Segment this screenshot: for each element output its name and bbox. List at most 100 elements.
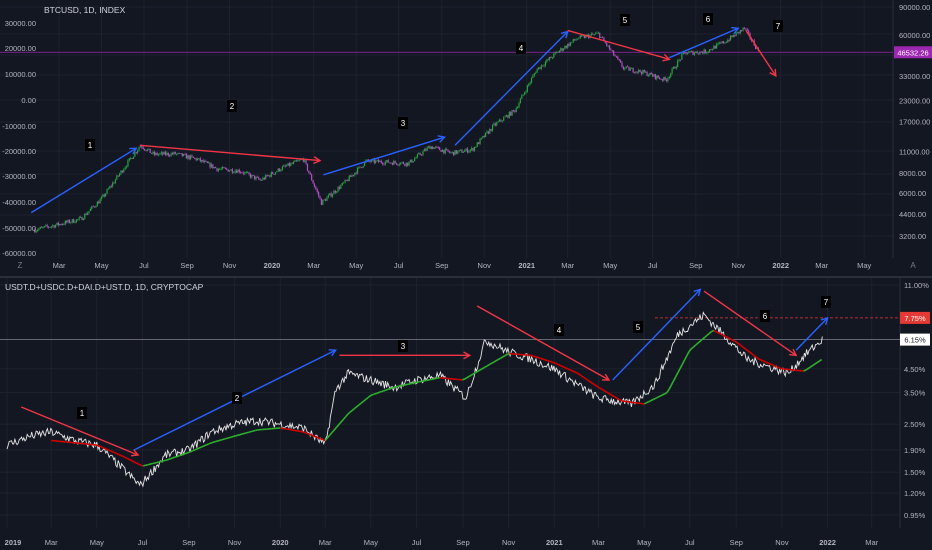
btc-right-tick-label: 23000.00 <box>899 97 930 106</box>
btc-candle-body <box>265 175 267 180</box>
btc-candle-body <box>661 79 663 81</box>
dominance-x-tick-label: Mar <box>865 538 878 547</box>
btc-candle-body <box>734 35 736 37</box>
dominance-wave-arrow[interactable] <box>703 290 797 356</box>
btc-candle-body <box>142 147 144 149</box>
moving-average-segment <box>583 376 587 380</box>
btc-candle-body <box>742 27 744 31</box>
moving-average-segment <box>753 354 757 358</box>
btc-candle-body <box>522 94 524 96</box>
btc-candle-body <box>440 150 442 152</box>
btc-candle-body <box>397 164 399 166</box>
btc-candle-body <box>102 194 104 198</box>
btc-candle-body <box>132 156 135 159</box>
btc-wave-arrow[interactable] <box>30 147 137 214</box>
btc-candle-body <box>510 112 512 116</box>
moving-average-segment <box>560 365 564 368</box>
btc-candle-body <box>258 177 260 180</box>
moving-average-segment <box>688 348 692 353</box>
btc-candle-body <box>593 34 595 36</box>
btc-candle-body <box>206 161 208 164</box>
btc-wave-arrow[interactable] <box>745 30 777 77</box>
moving-average-segment <box>587 379 591 383</box>
btc-candle-body <box>500 119 502 122</box>
dominance-wave-label: 7 <box>824 298 829 307</box>
dominance-wave-arrow[interactable] <box>476 305 610 381</box>
btc-candle-body <box>88 210 90 213</box>
btc-wave-arrow[interactable] <box>567 29 670 60</box>
btc-time-axis: Mar May Jul Sep Nov 2020 Mar May Jul Sep Nov 2021 Ma… <box>53 261 872 270</box>
btc-candle-body <box>564 46 566 49</box>
btc-axis-corner-left[interactable]: Z <box>18 261 23 270</box>
btc-candle-body <box>64 220 66 225</box>
dominance-grid <box>0 278 900 528</box>
dominance-wave-arrow[interactable] <box>20 406 139 456</box>
btc-wave-arrow[interactable] <box>669 27 739 59</box>
btc-candle-body <box>302 159 304 162</box>
btc-candle-body <box>297 160 299 162</box>
moving-average-segment <box>161 460 164 463</box>
btc-candle-body <box>212 164 214 169</box>
btc-candle-body <box>78 217 80 220</box>
dominance-wave-arrow[interactable] <box>612 288 701 381</box>
btc-candle-body <box>326 197 328 201</box>
btc-candle-body <box>625 66 627 68</box>
btc-candle-body <box>539 67 541 69</box>
btc-candle-body <box>281 166 284 171</box>
moving-average-segment <box>351 408 355 412</box>
btc-axis-corner-right[interactable]: A <box>910 261 916 270</box>
btc-candle-body <box>138 147 140 151</box>
moving-average-segment <box>131 460 135 463</box>
moving-average-segment <box>302 431 306 434</box>
moving-average-segment <box>304 431 308 435</box>
btc-candle-body <box>639 69 641 73</box>
moving-average-segment <box>607 392 611 396</box>
btc-candle-body <box>387 160 389 163</box>
btc-wave-arrow-head <box>313 156 322 165</box>
moving-average-segment <box>190 450 193 453</box>
btc-candle-body <box>647 75 650 77</box>
btc-candle-body <box>709 49 711 52</box>
moving-average-segment <box>250 430 254 433</box>
moving-average-segment <box>111 450 115 454</box>
btc-candle-body <box>489 128 491 134</box>
btc-candle-body <box>75 219 78 223</box>
btc-wave-arrow[interactable] <box>454 30 569 146</box>
moving-average-segment <box>383 389 387 392</box>
btc-candle-body <box>695 51 697 53</box>
moving-average-segment <box>598 387 602 390</box>
moving-average-segment <box>616 397 620 401</box>
btc-candle-body <box>472 148 474 151</box>
moving-average-segment <box>356 404 360 408</box>
moving-average-segment <box>324 437 329 442</box>
btc-candle-body <box>706 52 708 54</box>
moving-average-segment <box>347 411 351 415</box>
btc-candle-body <box>679 59 682 61</box>
moving-average-segment <box>176 454 180 458</box>
btc-candle-body <box>324 199 327 201</box>
btc-candle-body <box>196 158 199 161</box>
btc-candle-body <box>61 224 64 225</box>
btc-wave-arrow[interactable] <box>139 144 321 162</box>
pane-divider[interactable] <box>0 276 932 278</box>
btc-wave-arrow[interactable] <box>323 136 445 176</box>
btc-candle-body <box>615 56 618 58</box>
moving-average-segment <box>466 375 470 379</box>
btc-candle-body <box>338 186 341 189</box>
btc-candle-body <box>675 66 677 69</box>
btc-candle-body <box>249 174 252 178</box>
btc-candle-body <box>716 43 718 49</box>
btc-wave-label: 7 <box>776 22 781 31</box>
btc-pane[interactable]: 1 2 3 4 5 6 7 30000.00 20000.00 10000.00 0.00 -100… <box>0 0 932 270</box>
btc-candle-body <box>414 158 416 162</box>
moving-average-segment <box>482 366 486 370</box>
btc-candle-body <box>450 152 452 154</box>
btc-candle-body <box>50 226 53 228</box>
btc-wave-label: 2 <box>230 102 235 111</box>
dominance-wave-arrow[interactable] <box>795 317 829 351</box>
btc-candle-body <box>614 55 616 57</box>
btc-candle-body <box>144 148 146 151</box>
btc-candle-body <box>298 159 300 161</box>
dominance-wave-label: 1 <box>80 409 85 418</box>
